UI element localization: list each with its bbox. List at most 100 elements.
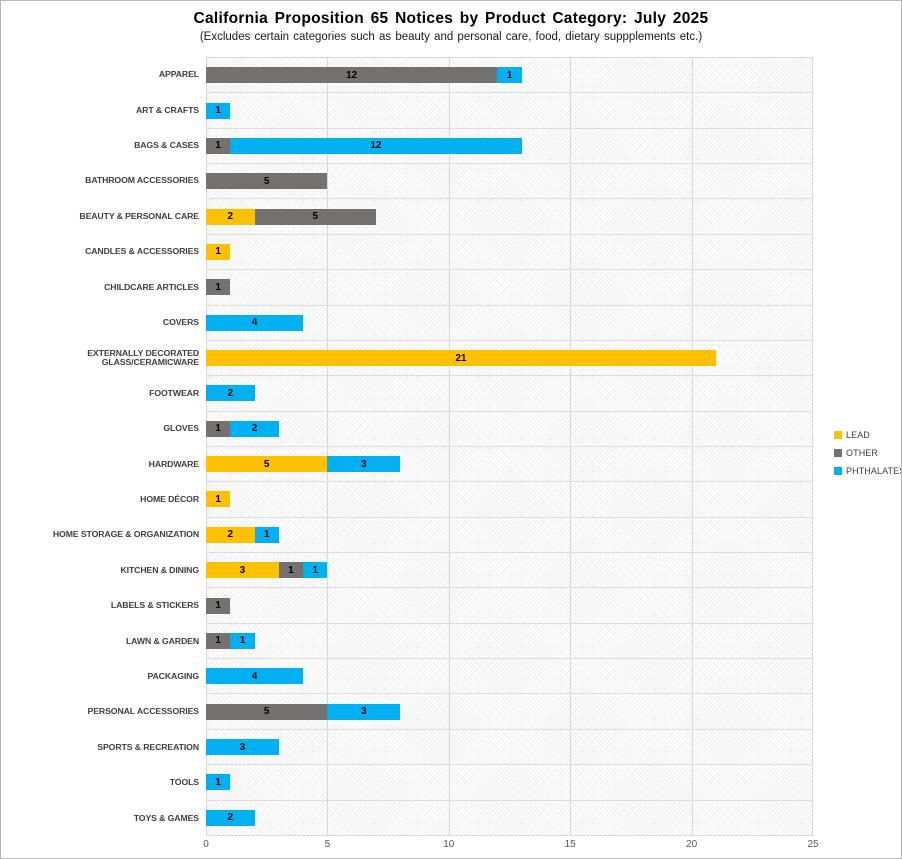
bar-segment-lead: 2: [206, 526, 255, 543]
category-label: BATHROOM ACCESSORIES: [85, 175, 199, 186]
bar-segment-phthalates: 2: [206, 385, 255, 402]
category-label: GLOVES: [163, 423, 199, 434]
stacked-bar: 1: [206, 102, 813, 119]
bar-segment-other: 1: [278, 562, 304, 579]
stacked-bar: 4: [206, 668, 813, 685]
bar-segment-phthalates: 1: [303, 562, 328, 579]
category-label: PERSONAL ACCESSORIES: [87, 706, 200, 717]
category-row: 1: [206, 588, 813, 624]
x-axis: 0 5 10 15 20 25: [1, 839, 901, 855]
category-row: 1: [206, 93, 813, 129]
stacked-bar: 5: [206, 173, 813, 190]
bar-segment-phthalates: 2: [206, 809, 255, 826]
x-tick-label: 25: [807, 839, 819, 850]
bar-segment-phthalates: 3: [327, 703, 401, 720]
category-row: 2: [206, 801, 813, 835]
plot-area: 12 1 1 1 12 5 2 5 1 1 4 21 2 1 2 5 3 1 2 1 3 1 1 1 1 1 4 5 3 3 1 2: [206, 57, 813, 836]
category-row: 4: [206, 306, 813, 341]
bar-segment-other: 1: [206, 597, 231, 614]
stacked-bar: 21: [206, 350, 813, 367]
category-row: 1 12: [206, 129, 813, 165]
legend-label: LEAD: [846, 430, 870, 440]
category-axis-labels: APPAREL ART & CRAFTS BAGS & CASES BATHROOM …: [1, 57, 199, 836]
category-row: 3: [206, 730, 813, 766]
legend: LEAD OTHER PHTHALATES: [834, 430, 901, 476]
category-row: 1: [206, 235, 813, 271]
category-label: ART & CRAFTS: [136, 104, 199, 115]
stacked-bar: 1: [206, 597, 813, 614]
category-row: 1: [206, 482, 813, 518]
x-tick-label: 15: [564, 839, 576, 850]
category-label: APPAREL: [158, 69, 199, 80]
stacked-bar: 1: [206, 491, 813, 508]
bar-segment-phthalates: 4: [206, 668, 304, 685]
bar-segment-other: 1: [206, 420, 231, 437]
stacked-bar: 1: [206, 279, 813, 296]
category-label: EXTERNALLY DECORATED GLASS/CERAMICWARE: [87, 347, 199, 367]
category-row: 1: [206, 270, 813, 306]
category-label: PACKAGING: [147, 671, 199, 682]
category-label: HOME STORAGE & ORGANIZATION: [52, 529, 199, 540]
chart-title: California Proposition 65 Notices by Pro…: [193, 10, 709, 27]
category-label: SPORTS & RECREATION: [97, 741, 199, 752]
chart-subtitle: (Excludes certain categories such as bea…: [199, 31, 703, 43]
bar-segment-other: 12: [206, 67, 498, 84]
category-label: HOME DÉCOR: [140, 494, 199, 505]
category-label: BAGS & CASES: [134, 139, 199, 150]
bar-segment-phthalates: 12: [230, 137, 522, 154]
bar-segment-other: 1: [206, 632, 231, 649]
stacked-bar: 3: [206, 739, 813, 755]
stacked-bar: 2: [206, 385, 813, 402]
category-label: CHILDCARE ARTICLES: [104, 281, 199, 292]
bar-segment-other: 5: [206, 703, 328, 720]
category-label: LAWN & GARDEN: [125, 635, 199, 646]
bar-segment-phthalates: 3: [327, 456, 401, 473]
x-tick-label: 0: [203, 839, 209, 850]
legend-swatch-icon: [834, 467, 842, 475]
x-tick-label: 5: [324, 839, 331, 850]
bar-segment-phthalates: 2: [230, 420, 279, 437]
legend-swatch-icon: [834, 449, 842, 457]
stacked-bar: 1: [206, 243, 813, 260]
bar-segment-other: 1: [206, 279, 231, 296]
bar-segment-phthalates: 4: [206, 314, 304, 331]
stacked-bar: 2: [206, 809, 813, 826]
x-tick-label: 10: [443, 839, 455, 850]
category-row: 12 1: [206, 58, 813, 94]
bar-segment-other: 5: [254, 208, 376, 225]
category-label: TOYS & GAMES: [133, 812, 199, 823]
category-row: 1: [206, 765, 813, 801]
stacked-bar: 12 1: [206, 67, 813, 84]
bar-segment-other: 5: [206, 173, 328, 190]
category-row: 5: [206, 164, 813, 200]
bar-segment-phthalates: 1: [230, 632, 255, 649]
stacked-bar: 1: [206, 774, 813, 791]
category-label: LABELS & STICKERS: [110, 600, 199, 611]
category-row: 2: [206, 376, 813, 412]
bar-segment-lead: 1: [206, 243, 231, 260]
bar-segment-phthalates: 1: [206, 774, 231, 791]
bar-segment-phthalates: 1: [206, 102, 231, 119]
bar-segment-phthalates: 3: [206, 739, 279, 755]
category-label: KITCHEN & DINING: [120, 564, 199, 575]
legend-label: OTHER: [846, 448, 878, 458]
category-label: TOOLS: [169, 777, 199, 788]
category-label: COVERS: [162, 316, 199, 327]
category-label: CANDLES & ACCESSORIES: [85, 246, 199, 257]
bar-segment-lead: 5: [206, 456, 328, 473]
bar-segment-lead: 3: [206, 562, 279, 579]
stacked-bar: 4: [206, 314, 813, 331]
